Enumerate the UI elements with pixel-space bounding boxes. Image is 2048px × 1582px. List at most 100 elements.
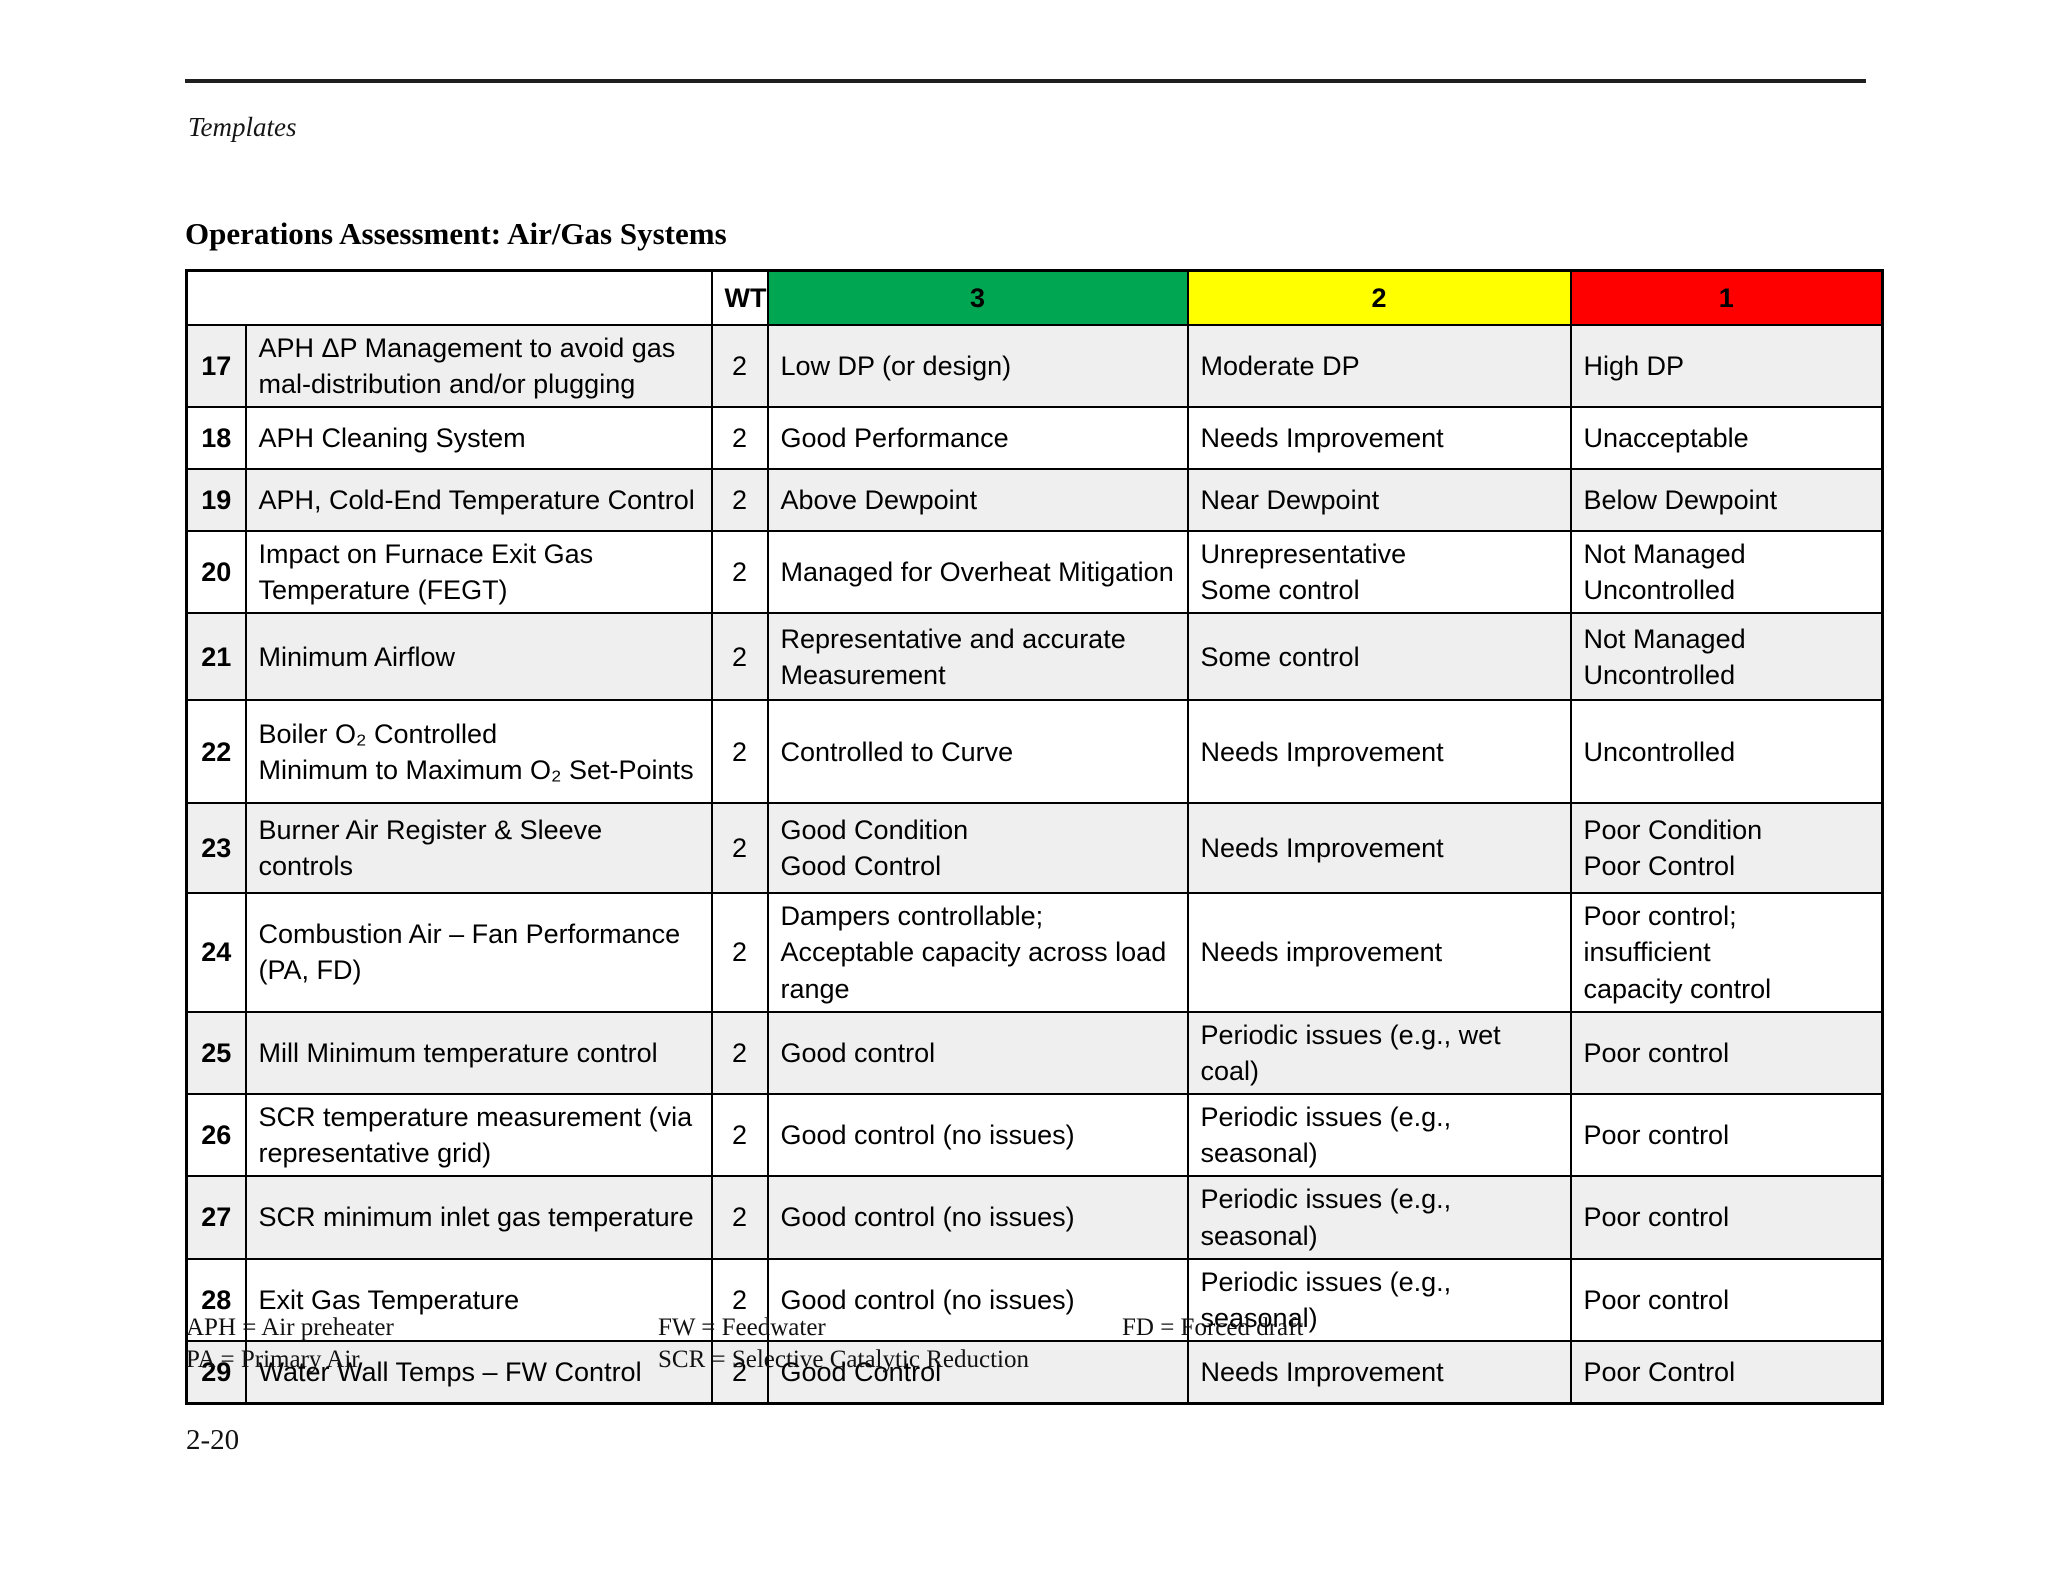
row-number-cell: 26 <box>185 1093 247 1178</box>
score-3-cell: Good Performance <box>766 405 1189 470</box>
footnote-fw: FW = Feedwater <box>658 1314 826 1341</box>
score-1-cell: Not Managed Uncontrolled <box>1569 529 1884 615</box>
score-1-cell: Not Managed Uncontrolled <box>1569 612 1884 702</box>
wt-cell: 2 <box>710 892 769 1013</box>
score-2-cell: Moderate DP <box>1186 323 1572 408</box>
header-blank-cell <box>185 269 713 326</box>
wt-cell: 2 <box>710 1175 769 1260</box>
item-cell: APH, Cold-End Temperature Control <box>244 467 713 532</box>
table-row: 22 Boiler O₂ Controlled Minimum to Maxim… <box>185 699 1884 805</box>
row-number-cell: 18 <box>185 405 247 470</box>
footnote-fd: FD = Forced draft <box>1122 1314 1304 1341</box>
item-cell: SCR temperature measurement (via represe… <box>244 1093 713 1178</box>
item-cell: Mill Minimum temperature control <box>244 1010 713 1096</box>
score-1-cell: Poor control <box>1569 1093 1884 1178</box>
score-3-cell: Managed for Overheat Mitigation <box>766 529 1189 615</box>
score-1-cell: Uncontrolled <box>1569 699 1884 805</box>
score-2-cell: Periodic issues (e.g., wet coal) <box>1186 1010 1572 1096</box>
footnote-aph: APH = Air preheater <box>186 1314 394 1341</box>
wt-cell: 2 <box>710 699 769 805</box>
score-2-cell: Needs Improvement <box>1186 802 1572 895</box>
item-cell: Boiler O₂ Controlled Minimum to Maximum … <box>244 699 713 805</box>
score-3-cell: Good Condition Good Control <box>766 802 1189 895</box>
row-number-cell: 22 <box>185 699 247 805</box>
header-score-3-cell: 3 <box>766 269 1189 326</box>
score-3-cell: Good control (no issues) <box>766 1257 1189 1343</box>
page-number: 2-20 <box>186 1424 240 1456</box>
score-3-cell: Dampers controllable; Acceptable capacit… <box>766 892 1189 1013</box>
score-2-cell: Some control <box>1186 612 1572 702</box>
score-2-cell: Periodic issues (e.g., seasonal) <box>1186 1175 1572 1260</box>
item-cell: SCR minimum inlet gas temperature <box>244 1175 713 1260</box>
score-1-cell: Poor Control <box>1569 1340 1884 1405</box>
item-cell: APH Cleaning System <box>244 405 713 470</box>
score-3-cell: Representative and accurate Measurement <box>766 612 1189 702</box>
score-3-cell: Good control (no issues) <box>766 1093 1189 1178</box>
score-3-cell: Above Dewpoint <box>766 467 1189 532</box>
header-wt-cell: WT <box>710 269 769 326</box>
table-row: 24 Combustion Air – Fan Performance (PA,… <box>185 892 1884 1013</box>
score-2-cell: Needs Improvement <box>1186 1340 1572 1405</box>
score-1-cell: Poor control <box>1569 1010 1884 1096</box>
row-number-cell: 17 <box>185 323 247 408</box>
table-row: 26 SCR temperature measurement (via repr… <box>185 1093 1884 1178</box>
row-number-cell: 21 <box>185 612 247 702</box>
score-1-cell: Poor Condition Poor Control <box>1569 802 1884 895</box>
table-row: 28 Exit Gas Temperature 2 Good control (… <box>185 1257 1884 1343</box>
page-title: Operations Assessment: Air/Gas Systems <box>185 216 727 251</box>
table-row: 17 APH ΔP Management to avoid gas mal-di… <box>185 323 1884 408</box>
row-number-cell: 24 <box>185 892 247 1013</box>
wt-cell: 2 <box>710 802 769 895</box>
wt-cell: 2 <box>710 529 769 615</box>
row-number-cell: 23 <box>185 802 247 895</box>
footnote-pa: PA = Primary Air <box>186 1346 360 1373</box>
score-3-cell: Good control <box>766 1010 1189 1096</box>
item-cell: APH ΔP Management to avoid gas mal-distr… <box>244 323 713 408</box>
row-number-cell: 27 <box>185 1175 247 1260</box>
row-number-cell: 20 <box>185 529 247 615</box>
wt-cell: 2 <box>710 1093 769 1178</box>
header-score-1-cell: 1 <box>1569 269 1884 326</box>
assessment-table: WT 3 2 1 17 APH ΔP Management to avoid g… <box>185 269 1884 1405</box>
footnote-scr: SCR = Selective Catalytic Reduction <box>658 1346 1029 1373</box>
item-cell: Combustion Air – Fan Performance (PA, FD… <box>244 892 713 1013</box>
wt-cell: 2 <box>710 1340 769 1405</box>
score-1-cell: Below Dewpoint <box>1569 467 1884 532</box>
table-row: 19 APH, Cold-End Temperature Control 2 A… <box>185 467 1884 532</box>
table-row: 18 APH Cleaning System 2 Good Performanc… <box>185 405 1884 470</box>
row-number-cell: 29 <box>185 1340 247 1405</box>
score-1-cell: High DP <box>1569 323 1884 408</box>
score-2-cell: Unrepresentative Some control <box>1186 529 1572 615</box>
running-header: Templates <box>188 112 297 142</box>
score-2-cell: Needs Improvement <box>1186 699 1572 805</box>
score-1-cell: Poor control <box>1569 1257 1884 1343</box>
score-2-cell: Needs Improvement <box>1186 405 1572 470</box>
score-3-cell: Good control (no issues) <box>766 1175 1189 1260</box>
score-3-cell: Good Control <box>766 1340 1189 1405</box>
header-rule <box>185 79 1866 83</box>
wt-cell: 2 <box>710 405 769 470</box>
score-2-cell: Periodic issues (e.g., seasonal) <box>1186 1093 1572 1178</box>
table-row: 25 Mill Minimum temperature control 2 Go… <box>185 1010 1884 1096</box>
score-1-cell: Poor control <box>1569 1175 1884 1260</box>
item-cell: Minimum Airflow <box>244 612 713 702</box>
table-row: 29 Water Wall Temps – FW Control 2 Good … <box>185 1340 1884 1405</box>
item-cell: Impact on Furnace Exit Gas Temperature (… <box>244 529 713 615</box>
wt-cell: 2 <box>710 323 769 408</box>
item-cell: Water Wall Temps – FW Control <box>244 1340 713 1405</box>
wt-cell: 2 <box>710 467 769 532</box>
item-cell: Burner Air Register & Sleeve controls <box>244 802 713 895</box>
row-number-cell: 19 <box>185 467 247 532</box>
score-2-cell: Periodic issues (e.g., seasonal) <box>1186 1257 1572 1343</box>
score-1-cell: Poor control; insufficient capacity cont… <box>1569 892 1884 1013</box>
table-row: 20 Impact on Furnace Exit Gas Temperatur… <box>185 529 1884 615</box>
score-3-cell: Controlled to Curve <box>766 699 1189 805</box>
table-row: 21 Minimum Airflow 2 Representative and … <box>185 612 1884 702</box>
table-row: 27 SCR minimum inlet gas temperature 2 G… <box>185 1175 1884 1260</box>
table-row: 23 Burner Air Register & Sleeve controls… <box>185 802 1884 895</box>
score-3-cell: Low DP (or design) <box>766 323 1189 408</box>
row-number-cell: 25 <box>185 1010 247 1096</box>
wt-cell: 2 <box>710 1257 769 1343</box>
wt-cell: 2 <box>710 1010 769 1096</box>
